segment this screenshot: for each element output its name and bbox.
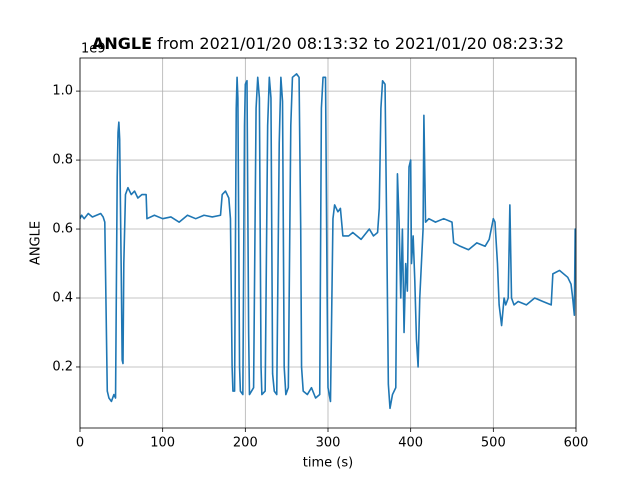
x-tick-label: 100	[150, 436, 175, 451]
data-line	[80, 73, 576, 410]
x-tick-label: 500	[481, 436, 506, 451]
y-tick-label: 0.6	[52, 222, 73, 237]
chart-title-rest: from 2021/01/20 08:13:32 to 2021/01/20 0…	[157, 34, 564, 53]
x-axis-label: time (s)	[303, 456, 353, 471]
y-offset-label: 1e9	[81, 42, 106, 57]
x-tick-label: 300	[316, 436, 341, 451]
y-tick-label: 0.4	[52, 291, 73, 306]
y-tick-label: 0.2	[52, 359, 73, 374]
y-tick-label: 0.8	[52, 153, 73, 168]
y-tick-label: 1.0	[52, 84, 73, 99]
x-tick-label: 0	[76, 436, 84, 451]
x-tick-label: 200	[233, 436, 258, 451]
chart-title: ANGLE from 2021/01/20 08:13:32 to 2021/0…	[92, 34, 564, 53]
x-tick-label: 400	[398, 436, 423, 451]
chart-title-bold: ANGLE	[92, 34, 152, 53]
x-tick-label: 600	[564, 436, 589, 451]
y-axis-label: ANGLE	[29, 221, 44, 265]
plot-frame	[79, 57, 577, 429]
